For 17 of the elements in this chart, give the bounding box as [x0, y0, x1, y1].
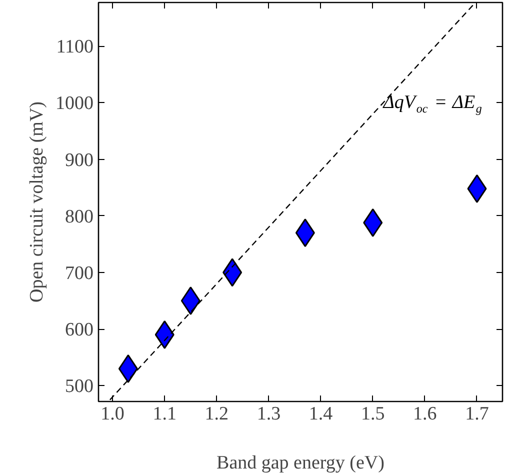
x-tick-label: 1.7	[465, 404, 489, 424]
x-tick-label: 1.1	[152, 404, 176, 424]
y-tick-label: 700	[65, 262, 94, 284]
x-tick-label: 1.2	[204, 404, 229, 424]
y-tick-label: 500	[65, 376, 94, 398]
x-tick-label: 1.4	[308, 404, 334, 424]
x-tick-label: 1.6	[413, 404, 437, 424]
y-axis-title: Open circuit voltage (mV)	[26, 101, 48, 303]
y-tick-label: 900	[65, 150, 94, 171]
y-tick-label: 1000	[56, 93, 94, 114]
y-tick-label: 800	[65, 206, 94, 228]
y-tick-label: 600	[65, 320, 94, 341]
x-tick-label: 1.5	[360, 404, 385, 424]
x-axis-title: Band gap energy (eV)	[216, 452, 384, 474]
x-tick-label: 1.0	[100, 404, 124, 424]
x-tick-label: 1.3	[256, 404, 281, 424]
y-tick-label: 1100	[56, 36, 94, 58]
